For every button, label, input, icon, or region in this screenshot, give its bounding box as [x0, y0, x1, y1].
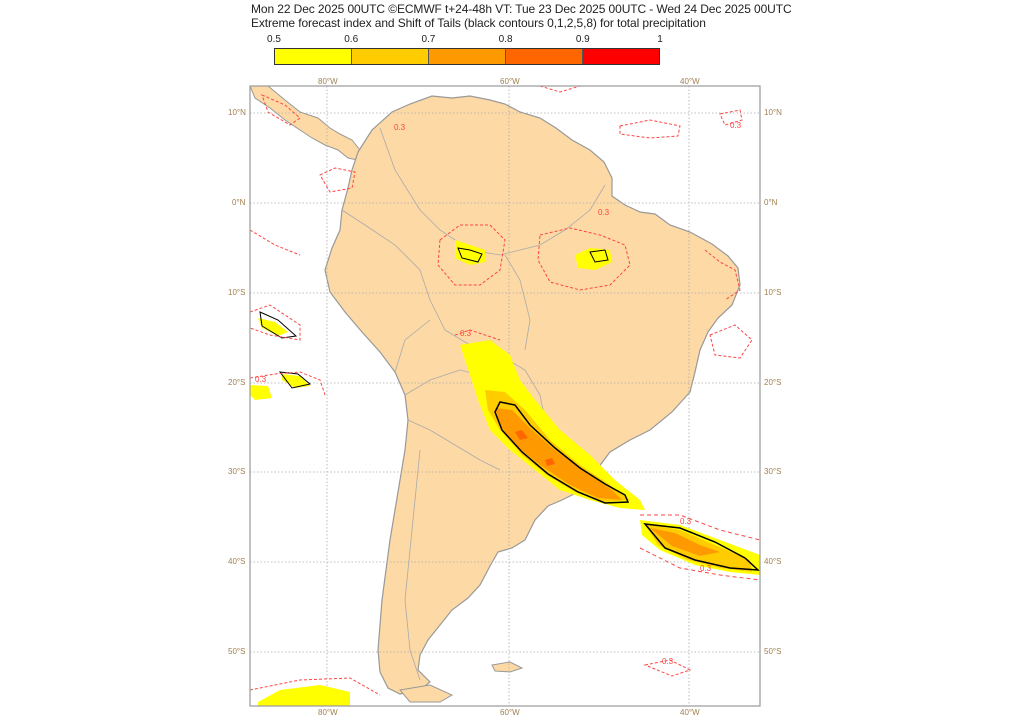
lon-label-bottom: 40°W	[680, 708, 700, 717]
legend-swatch-0.5-0.6	[275, 49, 352, 64]
south-america-landmass	[324, 95, 741, 695]
chart-title-line-2: Extreme forecast index and Shift of Tail…	[251, 16, 706, 30]
contour-label: 0.3	[598, 208, 610, 217]
lon-label-top: 40°W	[680, 77, 700, 86]
legend-tick: 0.9	[575, 34, 590, 45]
legend-swatch-0.6-0.7	[352, 49, 429, 64]
lat-label-left: 30°S	[228, 467, 246, 476]
lon-label-bottom: 60°W	[500, 708, 520, 717]
contour-label: 0.3	[662, 657, 674, 666]
map-content: 0.3 0.3 0.3 0.3 0.3 0.3 0.3 0.3	[250, 86, 760, 706]
lat-label-left: 10°S	[228, 288, 246, 297]
contour-label: 0.3	[394, 123, 406, 132]
legend-ticks: 0.5 0.6 0.7 0.8 0.9 1	[267, 34, 663, 48]
contour-label: 0.3	[680, 517, 692, 526]
efi-shading-main-band	[460, 340, 645, 510]
map-frame	[249, 85, 761, 707]
legend-swatch-0.8-0.9	[506, 49, 583, 64]
lat-label-left: 40°S	[228, 557, 246, 566]
chart-title-line-1: Mon 22 Dec 2025 00UTC ©ECMWF t+24-48h VT…	[251, 2, 792, 16]
lat-label-right: 40°S	[764, 557, 782, 566]
lat-label-right: 20°S	[764, 378, 782, 387]
lat-label-left: 10°N	[228, 108, 246, 117]
legend-tick: 0.6	[344, 34, 359, 45]
legend-color-bar	[274, 48, 660, 65]
legend-swatch-0.7-0.8	[429, 49, 506, 64]
efi-contour-labels: 0.3 0.3 0.3 0.3 0.3 0.3 0.3 0.3	[255, 121, 742, 666]
contour-label: 0.3	[730, 121, 742, 130]
lon-label-top: 80°W	[318, 77, 338, 86]
efi-shading-pacific	[250, 304, 381, 706]
lat-label-right: 50°S	[764, 647, 782, 656]
efi-shading-offshore-band	[639, 514, 760, 581]
lon-label-bottom: 80°W	[318, 708, 338, 717]
lat-label-right: 0°N	[764, 198, 778, 207]
legend-tick: 1	[657, 34, 663, 45]
legend-tick: 0.5	[267, 34, 281, 45]
color-legend: 0.5 0.6 0.7 0.8 0.9 1	[267, 34, 663, 68]
efi-shading-amazon	[437, 224, 631, 291]
falklands	[491, 661, 524, 673]
contour-label: 0.3	[700, 564, 712, 573]
lat-label-left: 20°S	[228, 378, 246, 387]
lat-label-right: 10°S	[764, 288, 782, 297]
lat-label-right: 10°N	[764, 108, 782, 117]
contour-label: 0.3	[460, 329, 472, 338]
legend-tick: 0.7	[421, 34, 436, 45]
graticule	[250, 86, 760, 706]
lat-label-left: 50°S	[228, 647, 246, 656]
contour-label: 0.3	[255, 375, 267, 384]
legend-tick: 0.8	[498, 34, 513, 45]
tierra-del-fuego	[399, 684, 454, 703]
lat-label-left: 0°N	[232, 198, 246, 207]
legend-swatch-0.9-1	[583, 49, 659, 64]
lon-label-top: 60°W	[500, 77, 520, 86]
efi-0.3-contours	[250, 86, 753, 677]
lat-label-right: 30°S	[764, 467, 782, 476]
